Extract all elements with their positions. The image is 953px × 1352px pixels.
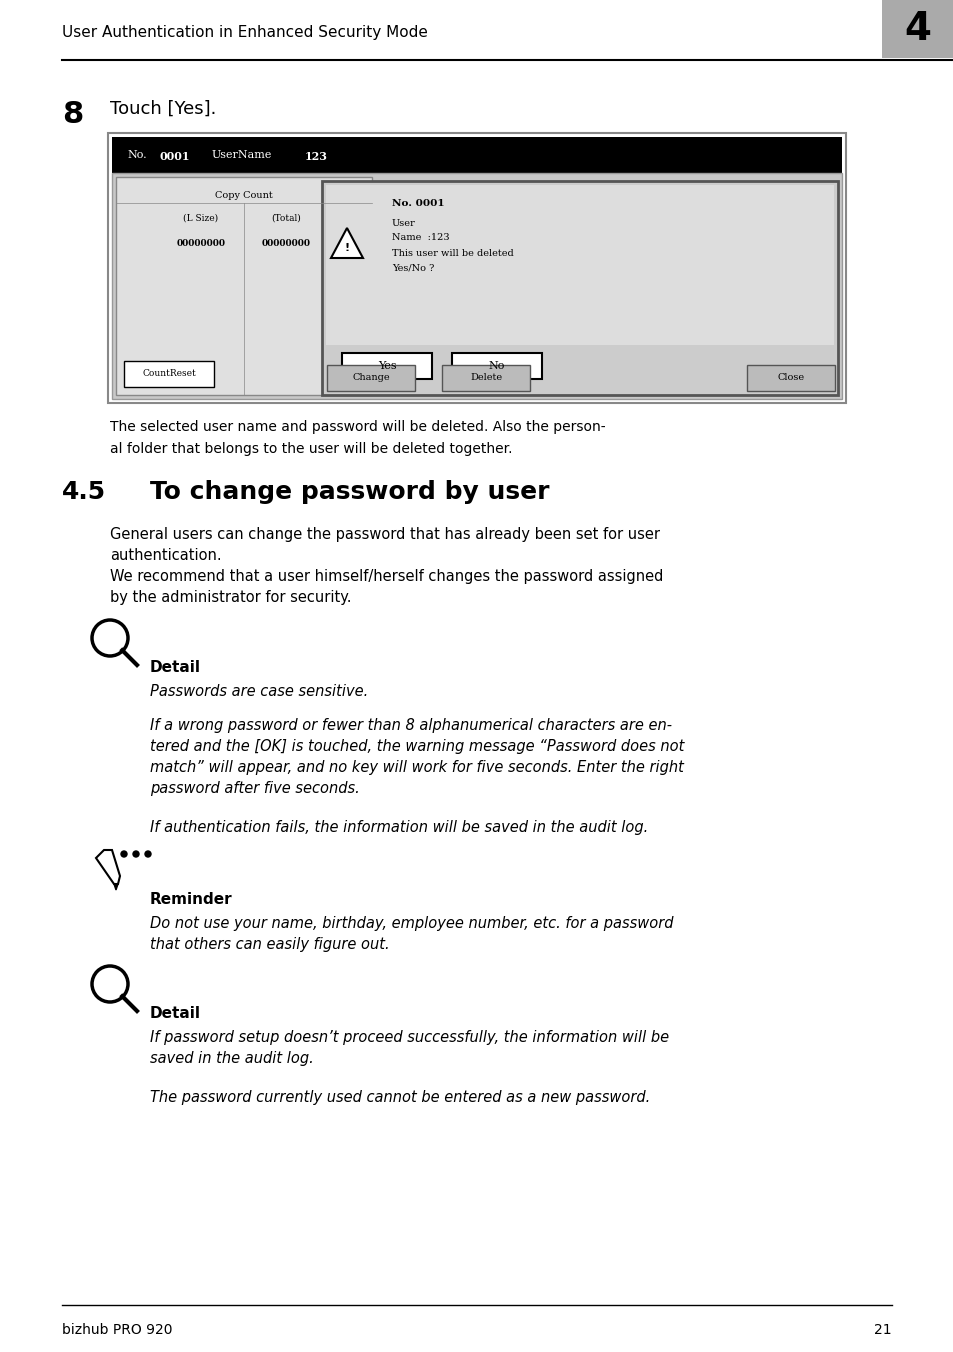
Text: 123: 123	[304, 151, 327, 162]
Text: 00000000: 00000000	[176, 238, 225, 247]
Polygon shape	[331, 228, 363, 258]
Text: No.: No.	[127, 150, 147, 160]
Text: tered and the [OK] is touched, the warning message “Password does not: tered and the [OK] is touched, the warni…	[150, 740, 683, 754]
Polygon shape	[96, 850, 120, 884]
Text: Delete: Delete	[470, 373, 501, 383]
Text: If password setup doesn’t proceed successfully, the information will be: If password setup doesn’t proceed succes…	[150, 1030, 668, 1045]
Text: match” will appear, and no key will work for five seconds. Enter the right: match” will appear, and no key will work…	[150, 760, 683, 775]
Bar	[292, 147, 339, 168]
Text: The password currently used cannot be entered as a new password.: The password currently used cannot be en…	[150, 1090, 650, 1105]
Text: saved in the audit log.: saved in the audit log.	[150, 1051, 314, 1065]
Polygon shape	[113, 884, 118, 890]
Text: 00000000: 00000000	[261, 238, 310, 247]
Bar	[746, 365, 834, 391]
Text: UserName: UserName	[212, 150, 273, 160]
Text: 4: 4	[903, 9, 930, 49]
Bar	[452, 353, 541, 379]
Text: Copy Count: Copy Count	[214, 191, 273, 200]
Bar	[327, 365, 415, 391]
Text: Do not use your name, birthday, employee number, etc. for a password: Do not use your name, birthday, employee…	[150, 917, 673, 932]
Text: password after five seconds.: password after five seconds.	[150, 781, 359, 796]
Text: Yes: Yes	[377, 361, 395, 370]
Text: Passwords are case sensitive.: Passwords are case sensitive.	[150, 684, 368, 699]
Text: by the administrator for security.: by the administrator for security.	[110, 589, 351, 604]
Text: Detail: Detail	[150, 1006, 201, 1021]
Text: bizhub PRO 920: bizhub PRO 920	[62, 1324, 172, 1337]
Bar	[341, 353, 432, 379]
Text: CountReset: CountReset	[142, 369, 195, 379]
Bar	[124, 361, 213, 387]
Bar	[882, 0, 953, 58]
Circle shape	[145, 850, 151, 857]
Text: Change: Change	[352, 373, 390, 383]
Text: The selected user name and password will be deleted. Also the person-: The selected user name and password will…	[110, 420, 605, 434]
Text: User Authentication in Enhanced Security Mode: User Authentication in Enhanced Security…	[62, 24, 428, 39]
Circle shape	[132, 850, 139, 857]
Text: Close: Close	[777, 373, 803, 383]
Text: No. 0001: No. 0001	[392, 199, 444, 207]
Bar	[112, 137, 841, 173]
Text: (Total): (Total)	[271, 214, 300, 223]
Bar	[153, 147, 195, 168]
Text: 8: 8	[62, 100, 83, 128]
Bar	[322, 181, 837, 395]
Bar	[108, 132, 845, 403]
Bar	[326, 185, 833, 345]
Text: This user will be deleted: This user will be deleted	[392, 249, 514, 257]
Text: (L Size): (L Size)	[183, 214, 218, 223]
Text: General users can change the password that has already been set for user: General users can change the password th…	[110, 527, 659, 542]
Bar	[441, 365, 530, 391]
Text: authentication.: authentication.	[110, 548, 221, 562]
Circle shape	[121, 850, 127, 857]
Text: 21: 21	[874, 1324, 891, 1337]
Text: !: !	[344, 243, 349, 253]
Bar	[116, 177, 372, 395]
Text: Name  :123: Name :123	[392, 234, 449, 242]
Text: Detail: Detail	[150, 660, 201, 675]
Text: al folder that belongs to the user will be deleted together.: al folder that belongs to the user will …	[110, 442, 512, 456]
Text: Touch [Yes].: Touch [Yes].	[110, 100, 216, 118]
Text: We recommend that a user himself/herself changes the password assigned: We recommend that a user himself/herself…	[110, 569, 662, 584]
Text: No: No	[488, 361, 505, 370]
Text: If a wrong password or fewer than 8 alphanumerical characters are en-: If a wrong password or fewer than 8 alph…	[150, 718, 671, 733]
Text: If authentication fails, the information will be saved in the audit log.: If authentication fails, the information…	[150, 821, 648, 836]
Text: Yes/No ?: Yes/No ?	[392, 264, 434, 273]
Text: 4.5: 4.5	[62, 480, 106, 504]
Text: To change password by user: To change password by user	[150, 480, 549, 504]
Text: User: User	[392, 219, 416, 227]
Bar	[112, 173, 841, 399]
Text: Reminder: Reminder	[150, 892, 233, 907]
Text: 0001: 0001	[159, 151, 190, 162]
Text: that others can easily figure out.: that others can easily figure out.	[150, 937, 389, 952]
